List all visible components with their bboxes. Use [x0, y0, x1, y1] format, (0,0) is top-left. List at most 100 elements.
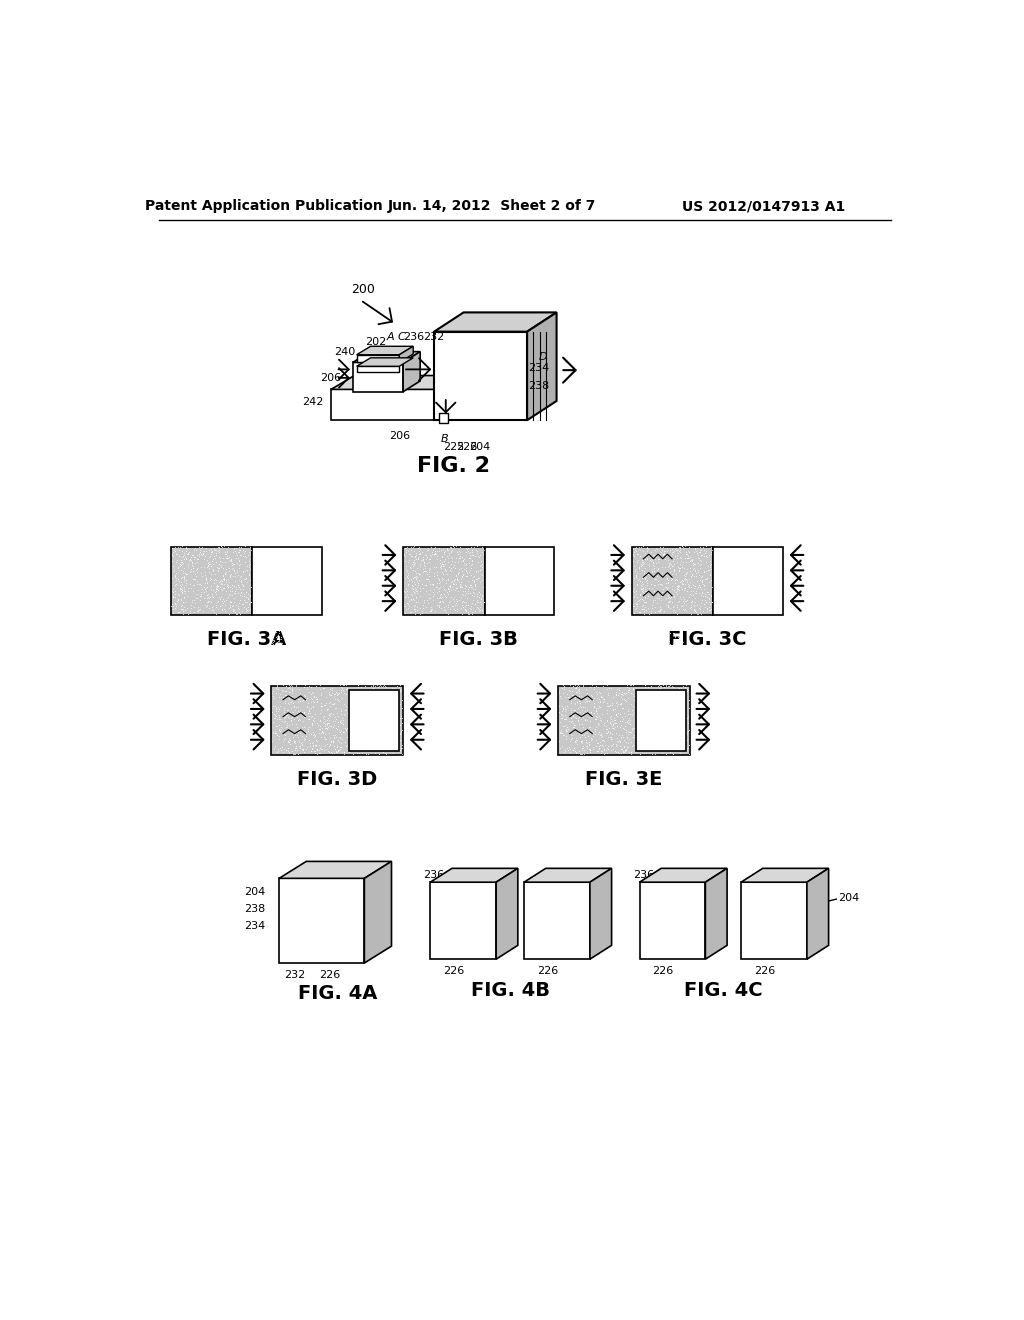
Point	[575, 669, 592, 690]
Point	[432, 590, 449, 611]
Point	[326, 714, 342, 735]
Point	[214, 484, 230, 506]
Point	[180, 549, 197, 570]
Text: 202: 202	[366, 337, 387, 347]
Point	[551, 616, 567, 638]
Point	[587, 642, 603, 663]
Point	[446, 579, 463, 601]
Point	[638, 742, 654, 763]
Point	[219, 503, 236, 524]
Point	[315, 615, 332, 636]
Point	[213, 492, 229, 513]
Point	[436, 477, 453, 498]
Point	[675, 676, 691, 697]
Point	[659, 597, 676, 618]
Point	[184, 473, 201, 494]
Point	[283, 661, 299, 682]
Point	[347, 734, 364, 755]
Point	[273, 639, 290, 660]
Point	[634, 665, 650, 686]
Point	[342, 660, 358, 681]
Point	[427, 529, 443, 550]
Point	[317, 632, 334, 653]
Point	[660, 586, 677, 607]
Point	[573, 636, 590, 657]
Point	[463, 557, 479, 578]
Point	[374, 645, 390, 667]
Point	[563, 653, 580, 675]
Point	[662, 491, 678, 512]
Point	[208, 578, 224, 599]
Point	[646, 560, 663, 581]
Point	[639, 548, 655, 569]
Point	[675, 470, 691, 491]
Point	[672, 546, 688, 568]
Point	[635, 550, 651, 572]
Point	[584, 615, 600, 636]
Point	[637, 558, 653, 579]
Point	[308, 612, 325, 634]
Point	[208, 569, 224, 590]
Point	[457, 598, 473, 619]
Point	[385, 742, 401, 763]
Point	[593, 651, 609, 672]
Point	[171, 570, 187, 591]
Point	[306, 638, 323, 659]
Point	[634, 572, 650, 593]
Point	[351, 656, 368, 677]
Point	[404, 576, 421, 597]
Point	[647, 656, 664, 677]
Point	[467, 594, 483, 615]
Point	[462, 545, 478, 566]
Point	[652, 713, 669, 734]
Point	[321, 710, 337, 731]
Point	[166, 512, 182, 533]
Point	[350, 734, 367, 755]
Point	[454, 483, 470, 504]
Point	[665, 722, 681, 743]
Point	[205, 553, 221, 574]
Point	[662, 583, 678, 605]
Point	[594, 642, 610, 663]
Point	[652, 676, 669, 697]
Point	[230, 523, 247, 544]
Point	[696, 562, 713, 583]
Point	[474, 553, 490, 574]
Point	[332, 671, 348, 692]
Point	[345, 649, 361, 671]
Point	[639, 636, 655, 657]
Point	[213, 536, 229, 557]
Point	[334, 688, 350, 709]
Point	[458, 533, 474, 554]
Point	[379, 710, 395, 731]
Point	[408, 586, 424, 607]
Point	[301, 706, 317, 727]
Point	[296, 702, 312, 723]
Point	[230, 490, 247, 511]
Point	[233, 478, 250, 499]
Point	[552, 615, 568, 636]
Point	[596, 730, 612, 751]
Point	[677, 565, 693, 586]
Point	[220, 494, 237, 515]
Point	[447, 593, 464, 614]
Point	[406, 549, 422, 570]
Point	[692, 557, 709, 578]
Point	[686, 470, 702, 491]
Point	[360, 688, 377, 709]
Point	[281, 634, 297, 655]
Point	[615, 742, 632, 763]
Point	[319, 673, 336, 694]
Point	[637, 586, 653, 607]
Point	[688, 528, 705, 549]
Text: 204: 204	[244, 887, 265, 898]
Point	[359, 620, 376, 642]
Point	[660, 557, 677, 578]
Point	[339, 726, 355, 747]
Point	[203, 568, 219, 589]
Point	[456, 548, 472, 569]
Point	[317, 611, 334, 632]
Point	[552, 723, 568, 744]
Point	[284, 610, 300, 631]
Point	[611, 627, 628, 648]
